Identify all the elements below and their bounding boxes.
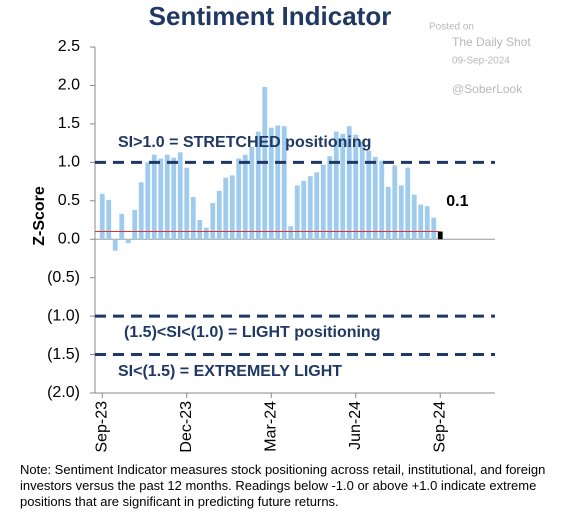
bar	[307, 176, 313, 240]
bar	[320, 164, 326, 240]
bar	[119, 213, 125, 240]
chart-title: Sentiment Indicator	[149, 1, 392, 31]
bar	[288, 226, 294, 240]
bar	[281, 126, 287, 240]
bar	[255, 131, 261, 240]
bar	[125, 239, 131, 244]
bar	[184, 167, 190, 240]
x-tick-label: Mar-24	[262, 401, 279, 452]
bar	[229, 175, 235, 240]
bar	[294, 185, 300, 240]
y-tick-label: (1.0)	[47, 307, 80, 324]
value-label: 0.1	[446, 193, 468, 210]
bar	[158, 158, 164, 240]
annotation: (1.5)<SI<(1.0) = LIGHT positioning	[124, 324, 380, 341]
bar	[385, 186, 391, 240]
bar	[138, 182, 144, 240]
bar	[392, 165, 398, 240]
bar	[411, 194, 417, 240]
bar	[171, 157, 177, 240]
annotation: SI>1.0 = STRETCHED positioning	[118, 134, 371, 151]
bar	[197, 220, 203, 240]
watermark: @SoberLook	[452, 82, 523, 96]
y-tick-label: 2.5	[58, 38, 80, 55]
bar	[268, 127, 274, 240]
y-tick-label: 1.0	[58, 154, 80, 171]
bar	[424, 206, 430, 240]
x-tick-label: Dec-23	[178, 401, 195, 453]
bar	[145, 162, 151, 240]
bar	[346, 126, 352, 240]
watermark: The Daily Shot	[452, 35, 531, 49]
bar	[301, 180, 307, 240]
bar	[333, 131, 339, 240]
bar	[340, 133, 346, 240]
watermark: 09-Sep-2024	[452, 56, 510, 67]
bar	[314, 172, 320, 240]
y-tick-label: 2.0	[58, 77, 80, 94]
bar	[106, 200, 112, 240]
bar	[190, 196, 196, 240]
y-tick-label: 0.0	[58, 230, 80, 247]
bar	[216, 190, 222, 240]
x-tick-label: Jun-24	[347, 401, 364, 450]
bar	[249, 146, 255, 240]
bar	[132, 210, 138, 240]
bar	[151, 154, 157, 240]
y-axis-label: Z-Score	[31, 186, 48, 246]
bar	[366, 150, 372, 240]
bar	[164, 154, 170, 240]
bar	[379, 160, 385, 240]
bar	[275, 125, 281, 240]
y-tick-label: 0.5	[58, 192, 80, 209]
bar	[223, 177, 229, 240]
y-tick-label: (1.5)	[47, 346, 80, 363]
annotation: SI<(1.5) = EXTREMELY LIGHT	[118, 363, 342, 380]
bar	[203, 227, 209, 240]
bar	[431, 217, 437, 240]
y-tick-label: (0.5)	[47, 269, 80, 286]
y-tick-label: (2.0)	[47, 384, 80, 401]
watermark: Posted on	[429, 22, 474, 33]
bar	[236, 158, 242, 240]
bar	[177, 152, 183, 240]
note: Note: Sentiment Indicator measures stock…	[20, 462, 546, 509]
bar	[398, 185, 404, 240]
bar	[327, 156, 333, 240]
bar	[99, 193, 105, 240]
chart: Sentiment Indicator Z-Score Posted on The…	[31, 1, 531, 453]
bar	[405, 167, 411, 240]
bar	[353, 134, 359, 240]
bar	[437, 231, 443, 240]
bar	[210, 203, 216, 240]
bar	[418, 204, 424, 240]
bar	[112, 239, 118, 251]
x-tick-label: Sep-23	[93, 401, 110, 453]
x-tick-label: Sep-24	[431, 401, 448, 453]
bar	[242, 154, 248, 240]
y-tick-label: 1.5	[58, 115, 80, 132]
bar	[359, 141, 365, 240]
bar	[372, 156, 378, 240]
